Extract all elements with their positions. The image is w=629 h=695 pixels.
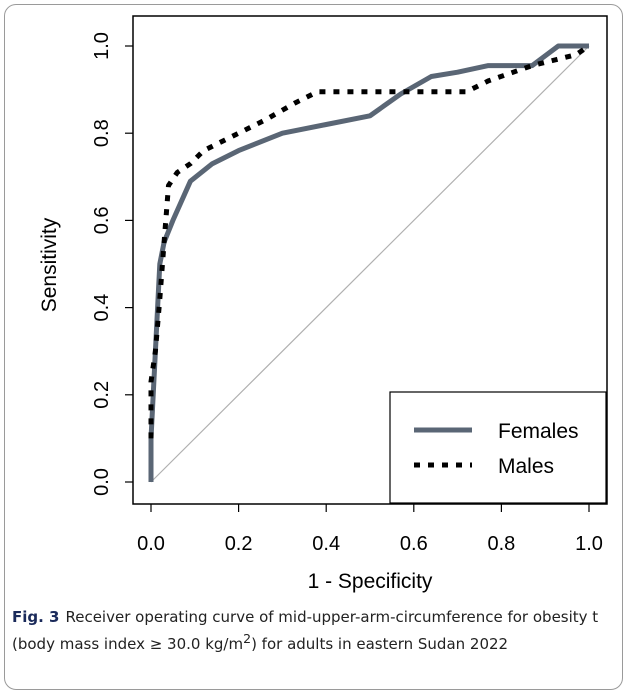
y-tick-label: 0.0 (91, 468, 113, 496)
series-group (148, 43, 591, 482)
reference-diagonal (150, 45, 590, 483)
figure-caption: Fig. 3 Receiver operating curve of mid-up… (12, 606, 617, 655)
x-tick-label: 0.2 (225, 533, 253, 555)
legend: Females Males (389, 391, 607, 504)
legend-label-females: Females (498, 420, 579, 443)
figure-frame (4, 4, 623, 690)
caption-text-before: Receiver operating curve of mid-upper-ar… (12, 608, 599, 653)
legend-box (389, 391, 607, 504)
y-tick-label: 0.8 (91, 119, 113, 147)
y-tick-label: 0.2 (91, 381, 113, 409)
x-tick-label: 1.0 (575, 533, 603, 555)
y-tick-label: 0.6 (91, 206, 113, 234)
legend-label-males: Males (498, 455, 554, 478)
y-axis-title: Sensitivity (38, 217, 61, 312)
x-axis-title: 1 - Specificity (308, 570, 433, 593)
plot-area (132, 15, 608, 505)
caption-text-after: ) for adults in eastern Sudan 2022 (251, 635, 509, 653)
x-tick-label: 0.0 (137, 533, 165, 555)
y-tick-label: 1.0 (91, 32, 113, 60)
series-line-males (148, 43, 591, 439)
x-axis: 0.0 0.2 0.4 0.6 0.8 1.0 (137, 504, 603, 555)
figure-label: Fig. 3 (12, 608, 60, 626)
y-tick-label: 0.4 (91, 294, 113, 322)
x-tick-label: 0.8 (487, 533, 515, 555)
series-line-females (148, 43, 589, 482)
reference-line (150, 45, 590, 483)
x-tick-label: 0.4 (312, 533, 340, 555)
caption-superscript: 2 (243, 631, 252, 646)
y-axis: 0.0 0.2 0.4 0.6 0.8 1.0 (91, 32, 133, 496)
x-tick-label: 0.6 (400, 533, 428, 555)
